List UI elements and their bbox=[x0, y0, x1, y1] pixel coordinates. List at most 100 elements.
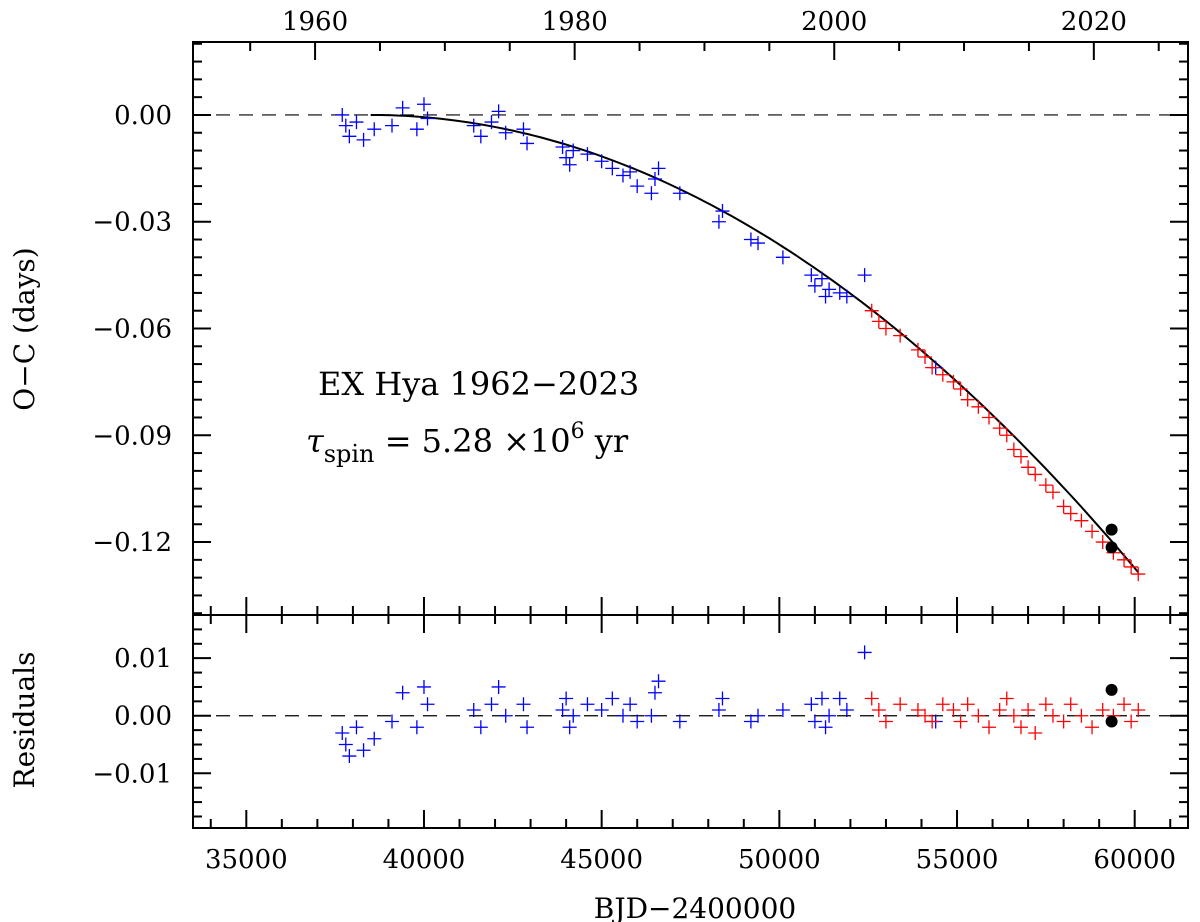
measurement-cross bbox=[580, 147, 595, 162]
measurement-cross bbox=[594, 702, 609, 717]
annotation-tau: τ bbox=[306, 422, 325, 460]
annotation-exponent: 6 bbox=[571, 419, 585, 444]
measurement-cross bbox=[743, 232, 758, 247]
measurement-cross bbox=[935, 697, 950, 712]
zero-reference-lines bbox=[193, 114, 1188, 717]
annotation-object-label: EX Hya 1962−2023 bbox=[318, 365, 639, 403]
measurement-cross bbox=[814, 271, 829, 286]
year-tick-label: 1980 bbox=[542, 7, 608, 37]
measurement-cross bbox=[409, 720, 424, 735]
measurement-cross bbox=[1095, 702, 1110, 717]
measurement-cross bbox=[594, 154, 609, 169]
measurement-cross bbox=[420, 697, 435, 712]
measurement-cross bbox=[1006, 708, 1021, 723]
x-tick-label: 35000 bbox=[205, 845, 288, 875]
measurement-cross bbox=[807, 278, 822, 293]
measurement-cross bbox=[1028, 726, 1043, 741]
measurement-cross bbox=[1038, 697, 1053, 712]
residual-y-tick-label: 0.01 bbox=[114, 644, 172, 674]
measurement-cross bbox=[623, 164, 638, 179]
oc-series-0 bbox=[335, 97, 943, 375]
measurement-cross bbox=[484, 115, 499, 130]
measurement-cross bbox=[338, 737, 353, 752]
x-tick-label: 60000 bbox=[1093, 845, 1176, 875]
measurement-cross bbox=[605, 691, 620, 706]
oc-y-tick-label: 0.00 bbox=[114, 101, 172, 131]
oc-series-2 bbox=[1105, 523, 1118, 554]
measurement-cross bbox=[416, 97, 431, 112]
oc-y-tick-label: −0.06 bbox=[92, 315, 172, 345]
measurement-dot bbox=[1105, 683, 1118, 696]
residual-series-0 bbox=[335, 645, 943, 764]
measurement-cross bbox=[1028, 467, 1043, 482]
residual-y-tick-label: −0.01 bbox=[92, 759, 172, 789]
measurement-cross bbox=[1124, 559, 1139, 574]
measurement-cross bbox=[971, 399, 986, 414]
measurement-cross bbox=[857, 268, 872, 283]
measurement-cross bbox=[356, 132, 371, 147]
x-axis-title: BJD−2400000 bbox=[594, 892, 796, 922]
data-points bbox=[335, 97, 1146, 764]
measurement-cross bbox=[935, 367, 950, 382]
annotation-spin-timescale: τspin = 5.28 ×106 yr bbox=[306, 419, 629, 468]
measurement-cross bbox=[1131, 702, 1146, 717]
measurement-cross bbox=[491, 104, 506, 119]
measurement-cross bbox=[1117, 552, 1132, 567]
measurement-cross bbox=[1117, 697, 1132, 712]
measurement-cross bbox=[473, 720, 488, 735]
measurement-cross bbox=[893, 328, 908, 343]
measurement-cross bbox=[751, 708, 766, 723]
measurement-cross bbox=[946, 702, 961, 717]
measurement-cross bbox=[630, 179, 645, 194]
measurement-cross bbox=[420, 111, 435, 126]
measurement-cross bbox=[999, 428, 1014, 443]
measurement-cross bbox=[982, 720, 996, 735]
measurement-cross bbox=[839, 289, 854, 304]
measurement-cross bbox=[1045, 708, 1060, 723]
measurement-cross bbox=[385, 714, 399, 729]
measurement-cross bbox=[516, 697, 531, 712]
measurement-cross bbox=[395, 100, 410, 115]
measurement-dot bbox=[1105, 523, 1118, 536]
plot-frame bbox=[192, 41, 1189, 829]
measurement-cross bbox=[342, 129, 357, 144]
measurement-cross bbox=[615, 708, 630, 723]
measurement-cross bbox=[644, 186, 659, 201]
measurement-cross bbox=[520, 720, 535, 735]
measurement-cross bbox=[416, 679, 431, 694]
x-tick-label: 45000 bbox=[560, 845, 643, 875]
measurement-cross bbox=[992, 421, 1007, 436]
measurement-cross bbox=[822, 708, 837, 723]
measurement-cross bbox=[925, 360, 940, 375]
residual-series-2 bbox=[1105, 683, 1118, 728]
measurement-cross bbox=[918, 349, 933, 364]
measurement-cross bbox=[335, 107, 350, 122]
measurement-cross bbox=[1045, 485, 1060, 500]
measurement-cross bbox=[1074, 513, 1089, 528]
measurement-cross bbox=[466, 702, 481, 717]
measurement-cross bbox=[630, 714, 645, 729]
measurement-cross bbox=[878, 714, 893, 729]
measurement-cross bbox=[999, 691, 1014, 706]
measurement-cross bbox=[484, 697, 499, 712]
measurement-cross bbox=[409, 122, 424, 137]
measurement-cross bbox=[559, 150, 574, 165]
measurement-cross bbox=[832, 285, 847, 300]
measurement-cross bbox=[615, 168, 630, 183]
measurement-cross bbox=[566, 143, 581, 158]
measurement-cross bbox=[1038, 478, 1053, 493]
measurement-cross bbox=[367, 122, 382, 137]
annotation-unit: yr bbox=[585, 422, 629, 460]
measurement-cross bbox=[775, 702, 790, 717]
measurement-cross bbox=[1074, 708, 1089, 723]
measurement-cross bbox=[953, 714, 968, 729]
measurement-cross bbox=[1063, 697, 1078, 712]
measurement-cross bbox=[1095, 535, 1110, 550]
measurement-cross bbox=[960, 392, 975, 407]
measurement-cross bbox=[473, 129, 488, 144]
measurement-cross bbox=[562, 157, 577, 172]
measurement-cross bbox=[566, 708, 581, 723]
measurement-cross bbox=[818, 289, 833, 304]
measurement-cross bbox=[946, 374, 961, 389]
